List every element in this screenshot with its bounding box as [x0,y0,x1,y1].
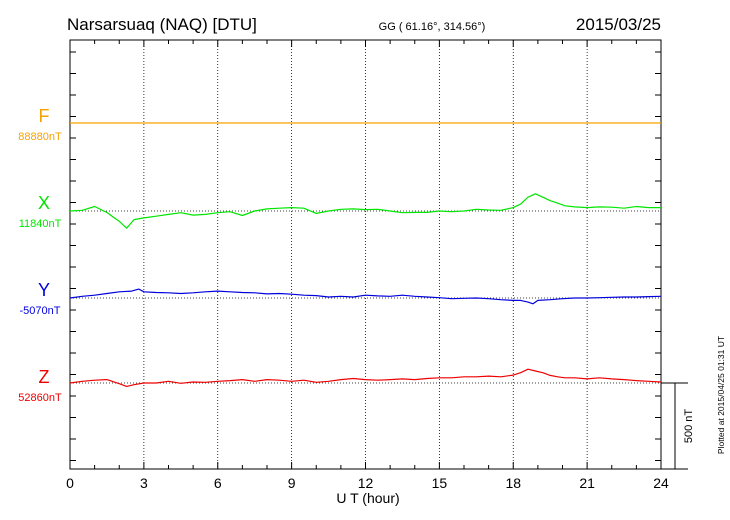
series-baseline-x: 11840nT [19,218,62,230]
chart-title: Narsarsuaq (NAQ) [DTU] [67,15,257,34]
station-coordinates: GG ( 61.16°, 314.56°) [379,21,486,33]
trace-x [69,193,661,229]
x-tick-label-3: 3 [140,475,148,491]
x-tick-label-0: 0 [66,475,74,491]
series-traces [69,122,662,387]
time-grid [143,40,588,469]
x-tick-label-12: 12 [358,475,374,491]
x-tick-label-9: 9 [288,475,296,491]
x-tick-label-21: 21 [579,475,595,491]
x-tick-label-18: 18 [505,475,521,491]
series-baseline-y: -5070nT [20,305,61,317]
x-tick-label-15: 15 [432,475,448,491]
series-name-z: Z [39,367,50,387]
scale-bar-label: 500 nT [683,409,695,444]
series-labels: F 88880nT X 11840nT Y -5070nT Z 52860nT [18,106,62,404]
x-axis-label: U T (hour) [336,490,399,506]
x-tick-labels: 0 3 6 9 12 15 18 21 24 [66,475,669,491]
plotted-at-note: Plotted at 2015/04/25 01:31 UT [716,336,726,454]
x-tick-label-24: 24 [653,475,669,491]
series-name-x: X [38,193,50,213]
plot-frame [69,39,662,470]
chart-date: 2015/03/25 [576,15,661,34]
trace-z [69,368,662,387]
trace-y [69,288,662,305]
series-name-y: Y [38,280,50,300]
series-name-f: F [39,106,50,126]
series-baseline-f: 88880nT [18,131,62,143]
series-baseline-z: 52860nT [18,392,62,404]
axis-ticks [69,40,662,469]
x-tick-label-6: 6 [214,475,222,491]
